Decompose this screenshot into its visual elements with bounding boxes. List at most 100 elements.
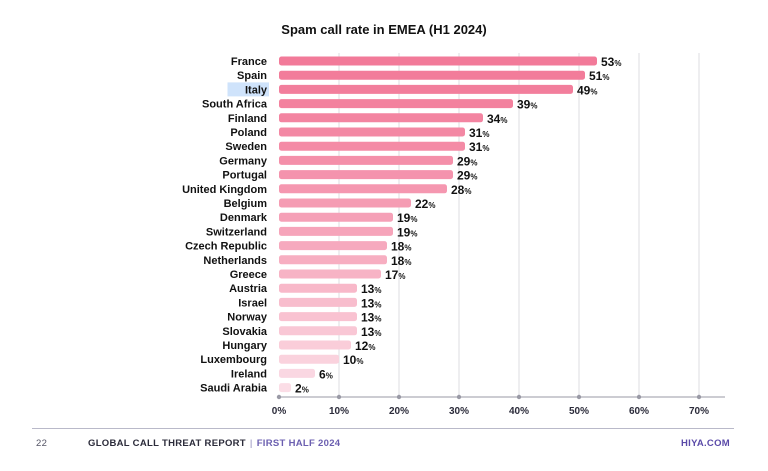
category-label: Spain xyxy=(237,70,267,82)
value-suffix: % xyxy=(302,386,309,395)
value-suffix: % xyxy=(614,59,621,68)
value-label: 39% xyxy=(517,98,537,112)
bar xyxy=(279,212,393,222)
x-axis-dot xyxy=(516,394,522,400)
value-suffix: % xyxy=(326,371,333,380)
category-label: Norway xyxy=(227,312,268,324)
value-suffix: % xyxy=(428,201,435,210)
value-suffix: % xyxy=(530,102,537,111)
value-label: 19% xyxy=(397,225,417,239)
report-period: FIRST HALF 2024 xyxy=(256,438,341,449)
x-tick-label: 0% xyxy=(272,406,287,417)
value-label: 51% xyxy=(589,69,609,83)
x-axis-dot xyxy=(336,394,342,400)
category-label: Germany xyxy=(219,155,268,167)
x-tick-label: 30% xyxy=(449,406,469,417)
value-label: 31% xyxy=(469,140,489,154)
category-label: Italy xyxy=(245,84,268,96)
value-label: 18% xyxy=(391,240,411,254)
category-label: Belgium xyxy=(224,198,268,210)
category-label: Israel xyxy=(238,297,267,309)
report-title: GLOBAL CALL THREAT REPORT xyxy=(88,438,246,449)
value-suffix: % xyxy=(404,258,411,267)
value-label: 18% xyxy=(391,254,411,268)
category-label: Finland xyxy=(228,113,267,125)
bar xyxy=(279,383,291,393)
bar xyxy=(279,56,597,66)
value-label: 13% xyxy=(361,282,381,296)
value-suffix: % xyxy=(374,300,381,309)
bar xyxy=(279,297,357,307)
value-label: 34% xyxy=(487,112,507,126)
bar xyxy=(279,127,465,137)
bar xyxy=(279,340,351,350)
bar xyxy=(279,326,357,336)
x-tick-label: 40% xyxy=(509,406,529,417)
category-label: Sweden xyxy=(225,141,267,153)
category-label: Hungary xyxy=(222,340,268,352)
category-label: Ireland xyxy=(231,368,267,380)
value-suffix: % xyxy=(374,329,381,338)
value-label: 17% xyxy=(385,268,405,282)
x-axis-dot xyxy=(636,394,642,400)
x-tick-label: 50% xyxy=(569,406,589,417)
bar xyxy=(279,99,513,109)
footer-separator: | xyxy=(249,438,253,449)
bar xyxy=(279,226,393,236)
value-suffix: % xyxy=(470,158,477,167)
value-suffix: % xyxy=(404,244,411,253)
value-suffix: % xyxy=(482,144,489,153)
category-label: Portugal xyxy=(222,170,267,182)
footer: 22 GLOBAL CALL THREAT REPORT | FIRST HALF … xyxy=(36,438,730,452)
x-tick-label: 70% xyxy=(689,406,709,417)
value-suffix: % xyxy=(374,315,381,324)
value-suffix: % xyxy=(368,343,375,352)
x-tick-label: 60% xyxy=(629,406,649,417)
value-label: 6% xyxy=(319,367,333,381)
value-label: 53% xyxy=(601,55,621,69)
value-label: 29% xyxy=(457,154,477,168)
chart-title: Spam call rate in EMEA (H1 2024) xyxy=(281,22,487,37)
bar xyxy=(279,241,387,251)
bar-chart: 0% 10% 20% 30% 40% 50% 60% 70% France 53% Spain 51%… xyxy=(182,53,725,417)
bar xyxy=(279,312,357,322)
category-label: Austria xyxy=(229,283,268,295)
value-suffix: % xyxy=(470,173,477,182)
category-highlight xyxy=(227,82,269,97)
bar xyxy=(279,184,447,194)
category-label: Netherlands xyxy=(203,255,267,267)
x-axis-dot xyxy=(456,394,462,400)
bar xyxy=(279,255,387,265)
bar xyxy=(279,155,453,165)
x-axis-dot xyxy=(576,394,582,400)
category-label: Greece xyxy=(230,269,267,281)
category-label: Czech Republic xyxy=(185,241,267,253)
bar xyxy=(279,269,381,279)
category-label: France xyxy=(231,56,267,68)
value-label: 13% xyxy=(361,325,381,339)
value-label: 49% xyxy=(577,83,597,97)
value-label: 12% xyxy=(355,339,375,353)
bar xyxy=(279,141,465,151)
bar xyxy=(279,354,339,364)
category-label: Switzerland xyxy=(206,226,267,238)
value-label: 13% xyxy=(361,311,381,325)
value-suffix: % xyxy=(356,357,363,366)
bar xyxy=(279,368,315,378)
category-label: Slovakia xyxy=(222,326,268,338)
x-axis-dot xyxy=(396,394,402,400)
value-label: 29% xyxy=(457,169,477,183)
bar xyxy=(279,70,585,80)
bar xyxy=(279,84,573,94)
category-label: South Africa xyxy=(202,99,268,111)
value-suffix: % xyxy=(482,130,489,139)
brand-link[interactable]: HIYA.COM xyxy=(680,438,730,449)
value-label: 22% xyxy=(415,197,435,211)
value-suffix: % xyxy=(410,229,417,238)
value-label: 28% xyxy=(451,183,471,197)
bar xyxy=(279,283,357,293)
value-label: 13% xyxy=(361,296,381,310)
bar xyxy=(279,170,453,180)
category-label: Saudi Arabia xyxy=(200,383,268,395)
category-label: Poland xyxy=(230,127,267,139)
